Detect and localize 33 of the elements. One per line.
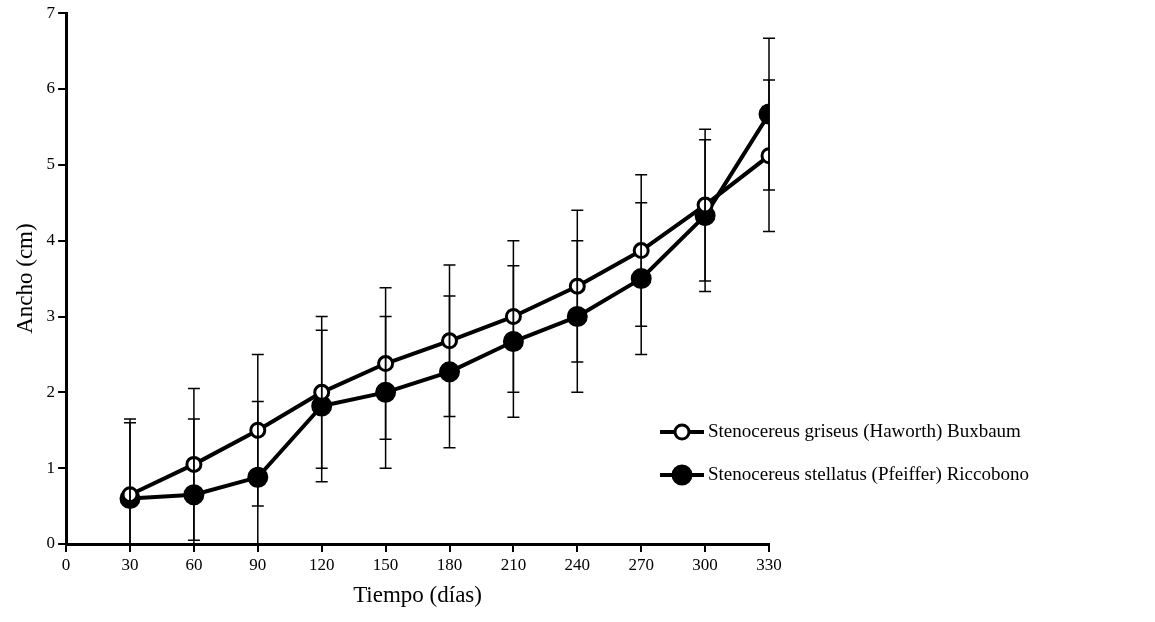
y-tick-label: 0: [46, 533, 56, 553]
point: [377, 355, 395, 373]
point: [375, 381, 397, 403]
x-tick-label: 90: [249, 554, 267, 574]
y-tick-label: 5: [46, 154, 56, 174]
y-tick-label: 3: [46, 305, 56, 325]
y-tick-label: 2: [46, 381, 56, 401]
point: [568, 277, 586, 295]
point: [502, 331, 524, 353]
point: [247, 466, 269, 488]
x-tick-label: 30: [121, 554, 139, 574]
x-tick-label: 150: [372, 554, 399, 574]
x-tick-label: 330: [756, 554, 782, 574]
point: [566, 306, 588, 328]
point: [439, 361, 460, 383]
x-tick-label: 60: [185, 554, 203, 574]
point: [504, 308, 522, 326]
y-tick-label: 6: [46, 78, 56, 98]
x-tick-label: 270: [628, 554, 654, 574]
x-tick-label: 120: [308, 554, 335, 574]
x-tick-label: 0: [61, 554, 71, 574]
x-tick-label: 300: [692, 554, 718, 574]
point: [441, 332, 458, 350]
x-tick-label: 210: [500, 554, 527, 574]
x-tick-label: 240: [564, 554, 591, 574]
legend-label: Stenocereus stellatus (Pfeiffer) Riccobono: [708, 462, 1029, 485]
y-axis-title: Ancho (cm): [11, 223, 37, 334]
x-axis-title: Tiempo (días): [353, 582, 482, 608]
y-tick-label: 1: [46, 457, 56, 477]
x-tick-label: 180: [436, 554, 463, 574]
legend-label: Stenocereus griseus (Haworth) Buxbaum: [708, 419, 1022, 442]
y-tick-label: 7: [46, 2, 56, 22]
y-tick-label: 4: [46, 230, 56, 250]
